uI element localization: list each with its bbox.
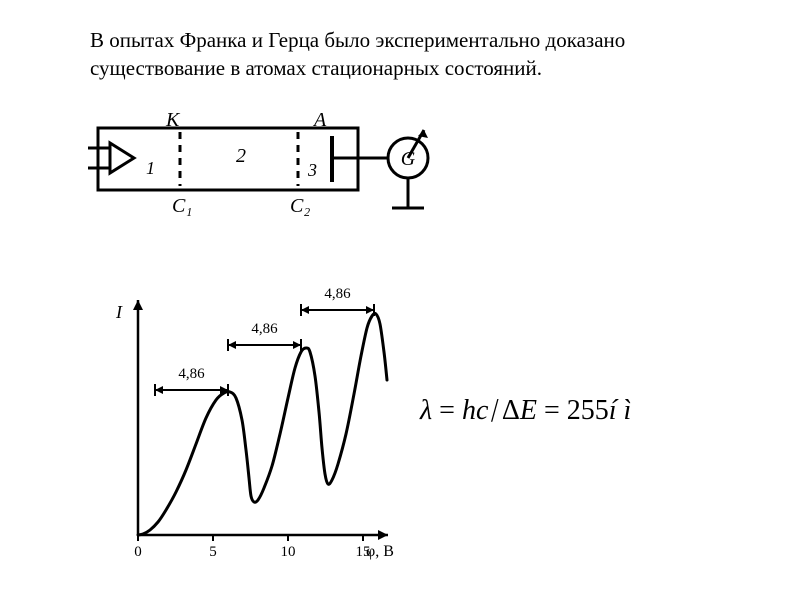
x-ticks: 051015 [134,535,370,560]
chart-annotations: 4,86 4,86 4,86 [155,286,374,396]
iv-curve [138,313,387,535]
region2-label: 2 [236,145,246,167]
formula-eq2: = [537,395,567,426]
annotation-arrow-left [301,306,309,314]
annotation-arrow-left [228,341,236,349]
formula-tail: í ì [609,395,632,426]
cathode-tip [110,143,134,173]
formula-lambda: λ [420,395,432,426]
c1-label: C₁ [172,195,192,217]
formula-E: E [520,395,537,426]
y-axis-arrow [133,300,143,310]
region1-label: 1 [146,158,155,178]
formula-eq1: = [432,395,462,426]
x-tick-label: 0 [134,544,142,560]
y-axis-label: I [115,302,123,322]
formula: λ = hc/ΔE = 255í ì [420,390,631,428]
tube-rect [98,128,358,190]
iv-chart: 4,864,864,86 051015 I φ, В [88,280,398,575]
x-axis-label: φ, В [366,543,394,560]
x-axis-arrow [378,530,388,540]
annotation-label: 4,86 [178,366,205,382]
annotation-arrow-left [155,386,163,394]
x-tick-label: 10 [281,544,296,560]
formula-slash: / [490,392,501,430]
formula-hc: hc [462,395,488,426]
cathode-label: K [165,110,181,131]
anode-label: A [312,110,327,131]
chart-svg: 4,864,864,86 051015 I φ, В [88,280,398,570]
galvanometer-label: G [401,148,416,170]
c2-label: C₂ [290,195,310,217]
circuit-diagram: G K A 1 2 3 C₁ C₂ [88,110,448,245]
annotation-arrow-right [293,341,301,349]
annotation-label: 4,86 [251,321,278,337]
circuit-svg: G K A 1 2 3 C₁ C₂ [88,110,448,240]
x-tick-label: 5 [209,544,217,560]
formula-value: 255 [567,395,609,426]
formula-delta: Δ [502,395,520,426]
annotation-label: 4,86 [324,286,351,302]
region3-label: 3 [307,160,317,180]
paragraph-text: В опытах Франка и Герца было эксперимент… [90,26,730,83]
